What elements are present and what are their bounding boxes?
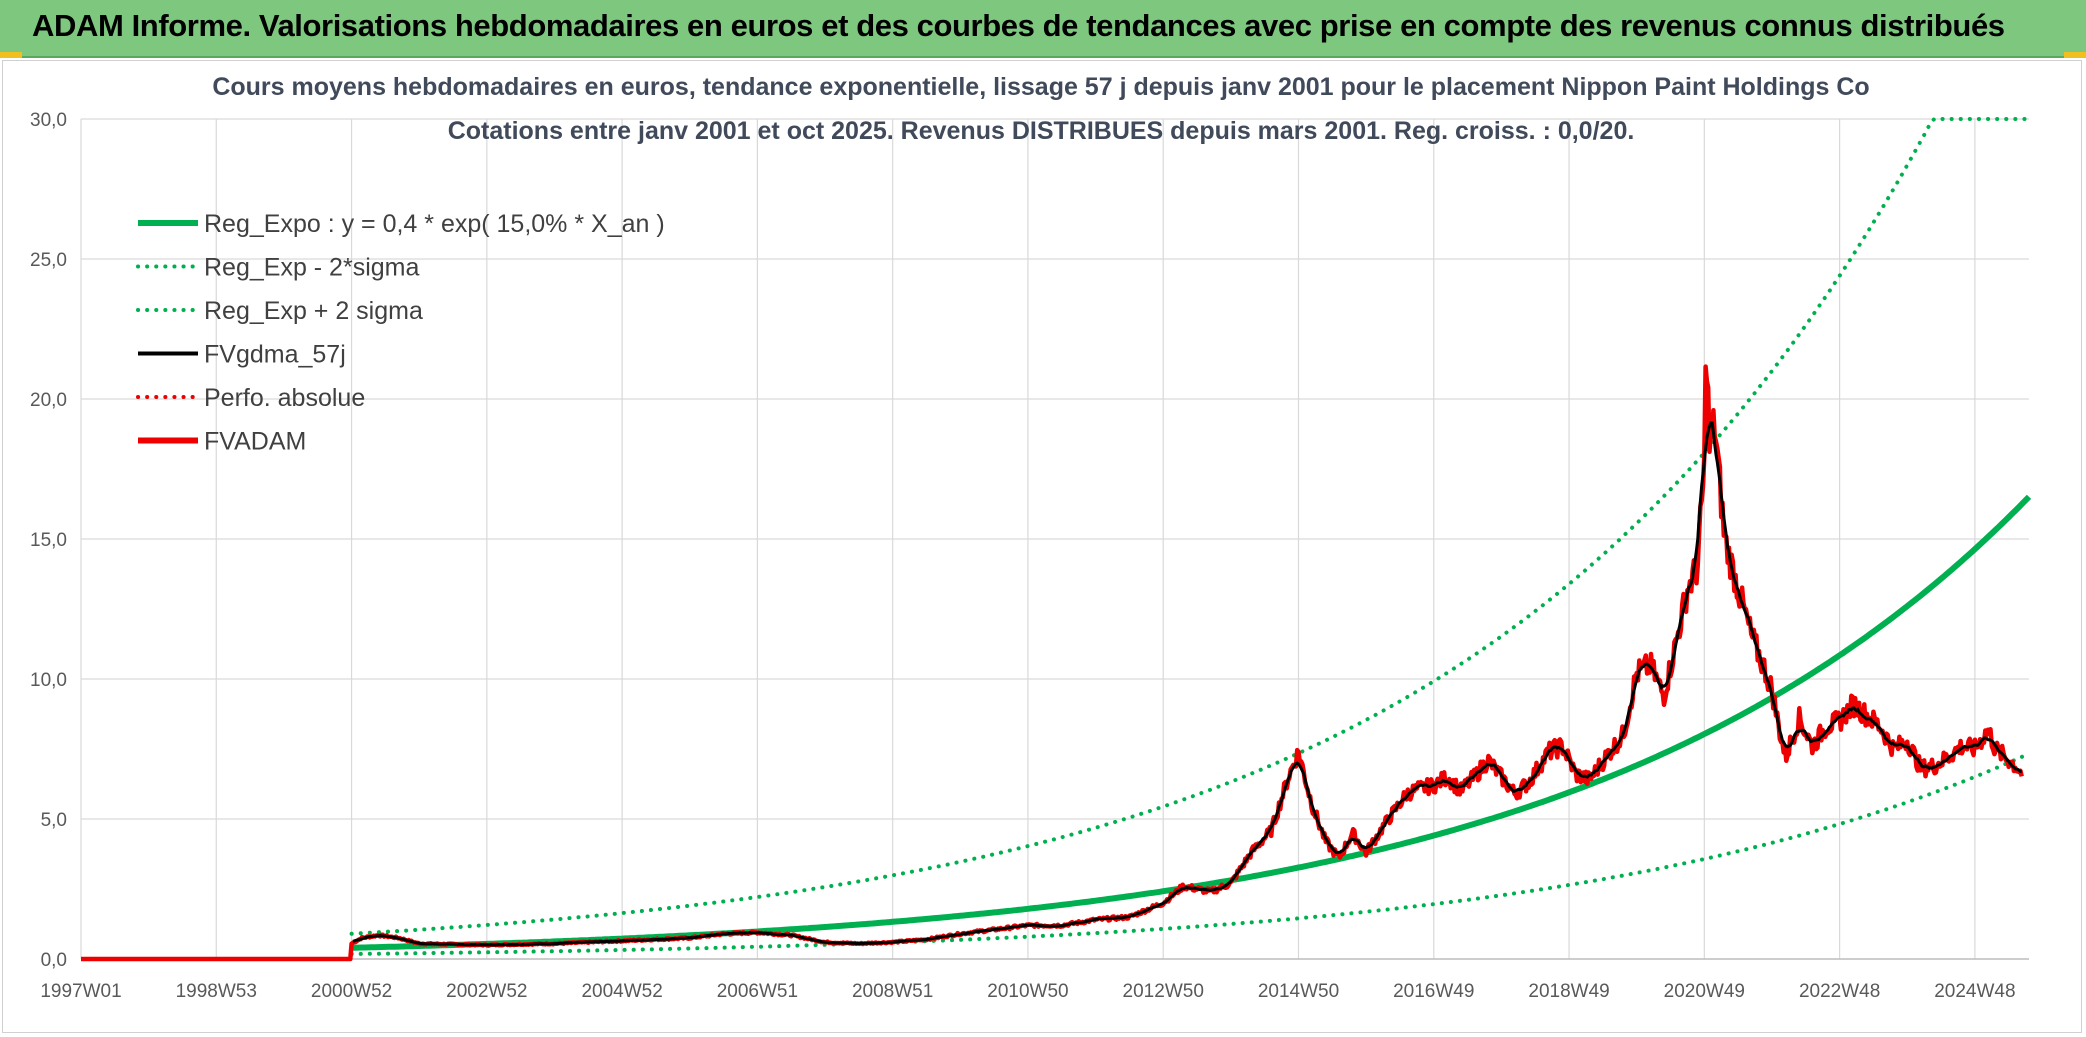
chart-titles: Cours moyens hebdomadaires en euros, ten… — [212, 63, 1870, 145]
y-tick-label: 10,0 — [30, 670, 67, 691]
y-tick-label: 20,0 — [30, 390, 67, 411]
corner-marker-right — [2064, 52, 2086, 58]
x-tick-label: 2018W49 — [1528, 981, 1609, 1002]
chart-title: Cours moyens hebdomadaires en euros, ten… — [212, 73, 1869, 101]
tick-labels: 0,0 5,0 10,0 15,0 20,0 25,0 30,0 1997W01 1998W53… — [30, 110, 2016, 1002]
series-fvgdma-57j — [352, 421, 2022, 947]
y-tick-label: 15,0 — [30, 530, 67, 551]
x-tick-label: 2024W48 — [1934, 981, 2015, 1002]
title-background — [258, 63, 1828, 99]
x-tick-label: 2012W50 — [1123, 981, 1204, 1002]
legend-label: Reg_Exp - 2*sigma — [204, 254, 419, 282]
chart-subtitle: Cotations entre janv 2001 et oct 2025. R… — [448, 117, 1635, 145]
x-tick-label: 2010W50 — [987, 981, 1068, 1002]
x-tick-label: 2002W52 — [446, 981, 527, 1002]
y-tick-label: 5,0 — [41, 810, 67, 831]
legend-label: FVgdma_57j — [204, 341, 346, 369]
legend-label: Reg_Exp + 2 sigma — [204, 297, 423, 325]
x-tick-label: 2000W52 — [311, 981, 392, 1002]
series-reg-exp-plus-2sigma — [349, 117, 2031, 936]
x-tick-label: 2008W51 — [852, 981, 933, 1002]
grid-layer — [80, 118, 2029, 960]
series-reg-exp-minus-2sigma — [349, 751, 2031, 956]
chart-svg: 0,0 5,0 10,0 15,0 20,0 25,0 30,0 1997W01 1998W53… — [30, 63, 2032, 1002]
x-tick-label: 1998W53 — [176, 981, 257, 1002]
legend-label: Reg_Expo : y = 0,4 * exp( 15,0% * X_an ) — [204, 210, 665, 238]
x-tick-label: 2014W50 — [1258, 981, 1339, 1002]
chart-area: 0,0 5,0 10,0 15,0 20,0 25,0 30,0 1997W01 1998W53… — [2, 60, 2082, 1033]
x-tick-label: 2006W51 — [717, 981, 798, 1002]
series-fvadam — [80, 364, 2024, 962]
legend: Reg_Expo : y = 0,4 * exp( 15,0% * X_an )… — [136, 210, 665, 456]
legend-label: Perfo. absolue — [204, 384, 365, 412]
corner-marker-left — [0, 52, 22, 58]
report-banner: ADAM Informe. Valorisations hebdomadaire… — [0, 0, 2086, 58]
y-tick-label: 30,0 — [30, 110, 67, 131]
x-tick-label: 1997W01 — [40, 981, 121, 1002]
y-tick-label: 0,0 — [41, 950, 67, 971]
legend-label: FVADAM — [204, 428, 306, 456]
x-tick-label: 2020W49 — [1664, 981, 1745, 1002]
report-banner-title: ADAM Informe. Valorisations hebdomadaire… — [32, 8, 2005, 43]
series-layer — [80, 117, 2032, 962]
x-tick-label: 2016W49 — [1393, 981, 1474, 1002]
x-tick-label: 2004W52 — [581, 981, 662, 1002]
x-tick-label: 2022W48 — [1799, 981, 1880, 1002]
y-tick-label: 25,0 — [30, 250, 67, 271]
